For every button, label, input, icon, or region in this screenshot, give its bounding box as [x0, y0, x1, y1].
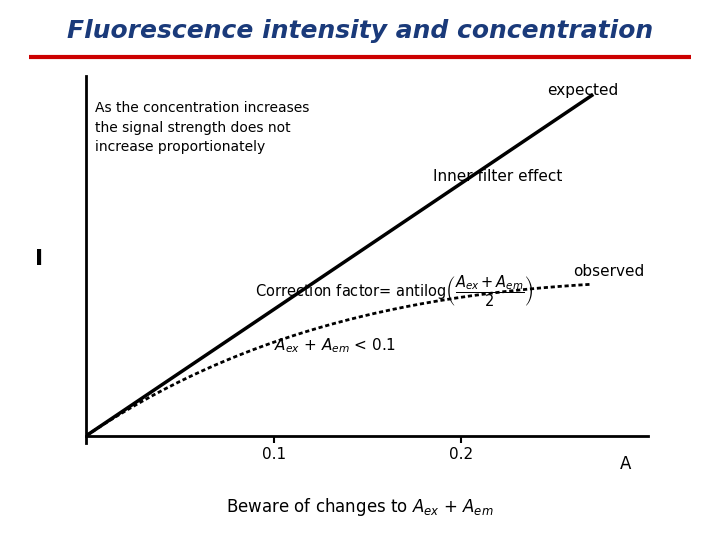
Text: A: A [620, 455, 631, 474]
Text: Fluorescence intensity and concentration: Fluorescence intensity and concentration [67, 19, 653, 43]
Text: Inner filter effect: Inner filter effect [433, 169, 562, 184]
Text: Correction factor= antilog$\left(\dfrac{A_{ex} + A_{em}}{2}\right)$: Correction factor= antilog$\left(\dfrac{… [255, 274, 534, 309]
Text: Beware of changes to $A_{ex}$ + $A_{em}$: Beware of changes to $A_{ex}$ + $A_{em}$ [226, 496, 494, 518]
Text: observed: observed [573, 264, 644, 279]
Text: $A_{ex}$ + $A_{em}$ < 0.1: $A_{ex}$ + $A_{em}$ < 0.1 [274, 336, 396, 355]
Text: As the concentration increases
the signal strength does not
increase proportiona: As the concentration increases the signa… [95, 102, 309, 154]
Text: expected: expected [547, 83, 618, 98]
Text: I: I [35, 249, 42, 269]
